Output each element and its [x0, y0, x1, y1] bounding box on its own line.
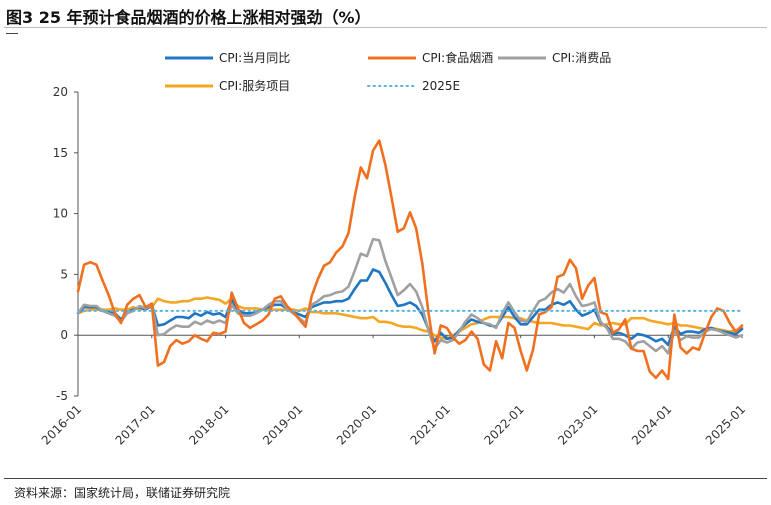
series-line-cpi-3 [76, 296, 744, 341]
series-group [76, 139, 744, 381]
title-divider [4, 27, 767, 28]
legend-label: CPI:食品烟酒 [422, 50, 493, 65]
x-tick-label: 2020-01 [334, 402, 379, 447]
legend-label: 2025E [422, 79, 460, 93]
x-tick-label: 2025-01 [703, 402, 748, 447]
x-tick-label: 2022-01 [481, 402, 526, 447]
axes: -5 0 5 10 15 20 2016-01 2017-01 2018-01 2019-01 20… [39, 85, 748, 448]
legend: CPI:当月同比 CPI:食品烟酒 CPI:消费品 CPI:服务项目 2025E [165, 50, 611, 93]
line-chart: CPI:当月同比 CPI:食品烟酒 CPI:消费品 CPI:服务项目 2025E -5 0… [39, 50, 748, 448]
x-tick-label: 2017-01 [113, 402, 158, 447]
title-mark [6, 33, 18, 34]
x-tick-label: 2023-01 [555, 402, 600, 447]
y-tick-label: -5 [56, 389, 68, 403]
legend-label: CPI:服务项目 [219, 78, 290, 93]
x-tick-label: 2024-01 [629, 402, 674, 447]
y-tick-label: 20 [53, 85, 68, 99]
page-title: 图3 25 年预计食品烟酒的价格上涨相对强劲（%） [6, 8, 371, 27]
y-tick-label: 10 [53, 207, 68, 221]
y-tick-label: 0 [60, 328, 68, 342]
footer-divider [4, 478, 767, 479]
y-tick-label: 15 [53, 146, 68, 160]
legend-label: CPI:当月同比 [219, 51, 290, 65]
source-note: 资料来源：国家统计局，联储证券研究院 [14, 486, 231, 500]
series-line-cpi-1 [76, 139, 744, 381]
series-line-cpi-0 [76, 268, 744, 347]
x-tick-label: 2016-01 [39, 402, 84, 447]
legend-label: CPI:消费品 [552, 51, 611, 65]
x-tick-label: 2021-01 [408, 402, 453, 447]
x-tick-label: 2018-01 [186, 402, 231, 447]
x-tick-label: 2019-01 [260, 402, 305, 447]
y-tick-label: 5 [60, 267, 68, 281]
